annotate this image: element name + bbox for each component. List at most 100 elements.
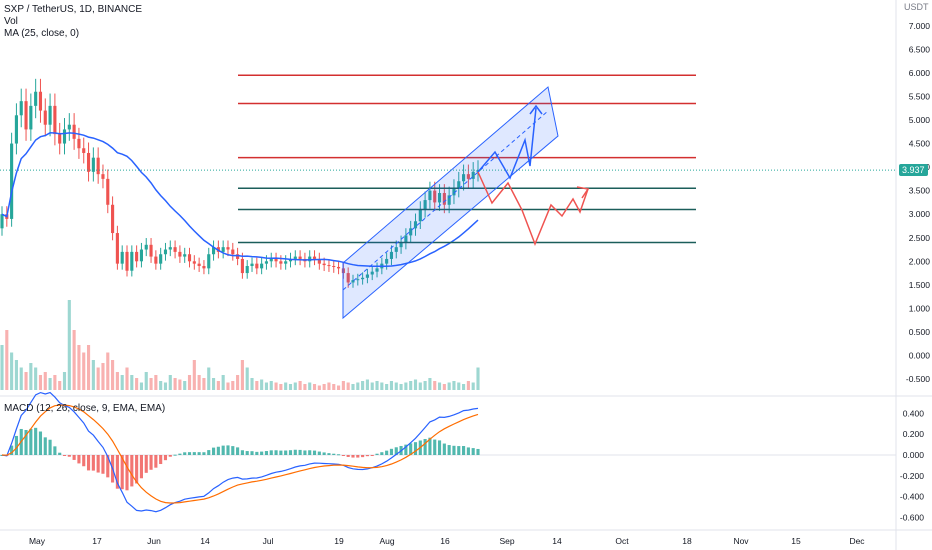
volume-bar xyxy=(115,372,119,390)
macd-histogram-bar xyxy=(260,451,264,455)
candle-body xyxy=(437,193,442,203)
macd-tick-label: -0.200 xyxy=(900,471,924,481)
volume-bar xyxy=(139,382,143,390)
macd-histogram-bar xyxy=(226,445,230,455)
bearish-projection xyxy=(477,171,589,247)
volume-bar xyxy=(130,375,134,390)
volume-bar xyxy=(433,381,437,390)
time-tick-label: 17 xyxy=(92,536,102,546)
volume-bar xyxy=(447,382,451,390)
macd-histogram-bar xyxy=(144,455,148,473)
macd-histogram-bar xyxy=(269,450,273,455)
candle-body xyxy=(183,254,187,257)
macd-histogram-bar xyxy=(466,447,470,455)
candle-body xyxy=(293,256,297,259)
volume-bar xyxy=(159,381,163,390)
time-tick-label: 16 xyxy=(440,536,450,546)
time-tick-label: Jul xyxy=(263,536,274,546)
candle-body xyxy=(394,247,398,252)
signal-line xyxy=(1,404,479,504)
macd-histogram-bar xyxy=(404,444,408,455)
macd-histogram-bar xyxy=(288,450,293,455)
time-tick-label: 14 xyxy=(200,536,210,546)
volume-bar xyxy=(62,372,67,390)
macd-histogram-bar xyxy=(317,451,321,455)
macd-legend: MACD (12, 26, close, 9, EMA, EMA) xyxy=(4,403,165,415)
ma-label[interactable]: MA (25, close, 0) xyxy=(4,28,80,39)
macd-histogram-bar xyxy=(471,448,475,455)
macd-tick-label: 0.200 xyxy=(903,429,925,439)
candle-body xyxy=(149,244,153,257)
volume-bar xyxy=(221,375,225,390)
volume-bar xyxy=(149,378,153,390)
candle-body xyxy=(154,256,158,264)
macd-histogram-bar xyxy=(298,449,302,455)
macd-histogram-bar xyxy=(62,455,67,456)
macd-tick-label: -0.600 xyxy=(900,512,924,522)
candle-body xyxy=(48,105,52,125)
volume-bar xyxy=(404,382,408,390)
volume-bar xyxy=(106,352,110,390)
volume-bar xyxy=(337,385,341,390)
macd-histogram-bar xyxy=(82,455,86,467)
macd-histogram-bar xyxy=(125,455,129,491)
macd-histogram-bar xyxy=(24,430,28,455)
candle-body xyxy=(428,190,432,201)
time-tick-label: Oct xyxy=(615,536,629,546)
volume-bar xyxy=(43,372,47,390)
last-price-badge: 3.937 xyxy=(899,164,928,176)
candle-body xyxy=(0,214,4,229)
candle-body xyxy=(308,256,312,262)
macd-label[interactable]: MACD (12, 26, close, 9, EMA, EMA) xyxy=(4,403,166,414)
candle-body xyxy=(274,258,278,262)
time-tick-label: 14 xyxy=(552,536,562,546)
candle-body xyxy=(332,266,336,268)
volume-bar xyxy=(48,378,52,390)
volume-bar xyxy=(183,381,187,390)
price-tick-label: 0.000 xyxy=(909,351,931,361)
candle-body xyxy=(375,268,379,272)
volume-bar xyxy=(144,372,148,390)
volume-label[interactable]: Vol xyxy=(4,16,18,27)
candle-body xyxy=(91,157,95,172)
candle-body xyxy=(322,263,326,266)
candle-body xyxy=(385,258,389,264)
price-tick-label: 0.500 xyxy=(909,327,931,337)
candle-body xyxy=(139,249,143,262)
macd-histogram-bar xyxy=(409,443,413,455)
volume-bar xyxy=(125,367,129,390)
volume-bar xyxy=(260,379,264,390)
volume-bar xyxy=(413,379,418,390)
candle-body xyxy=(399,242,403,248)
macd-histogram-bar xyxy=(53,446,57,455)
volume-bar xyxy=(437,382,442,390)
candle-body xyxy=(351,280,355,283)
macd-histogram-bar xyxy=(346,455,350,457)
volume-bar xyxy=(356,382,360,390)
macd-histogram-bar xyxy=(72,455,76,460)
price-tick-label: 4.500 xyxy=(909,139,931,149)
volume-bar xyxy=(72,330,76,390)
candle-body xyxy=(452,188,456,196)
macd-histogram-bar xyxy=(476,448,480,455)
time-tick-label: Sep xyxy=(499,536,514,546)
candle-body xyxy=(298,256,302,259)
volume-bar xyxy=(154,375,158,390)
candle-body xyxy=(38,91,43,111)
macd-histogram-bar xyxy=(101,455,105,474)
volume-bar xyxy=(399,384,403,390)
symbol-title[interactable]: SXP / TetherUS, 1D, BINANCE xyxy=(4,4,143,15)
macd-histogram-bar xyxy=(86,455,91,471)
macd-histogram-bar xyxy=(211,447,216,455)
volume-bar xyxy=(202,378,206,390)
volume-bar xyxy=(91,360,95,390)
macd-histogram-bar xyxy=(245,451,249,455)
candle-body xyxy=(361,277,365,280)
price-tick-label: 7.000 xyxy=(909,21,931,31)
macd-histogram-bar xyxy=(192,452,196,455)
volume-bar xyxy=(457,382,461,390)
candle-body xyxy=(173,247,177,252)
macd-histogram-bar xyxy=(442,443,446,455)
time-tick-label: 15 xyxy=(791,536,801,546)
